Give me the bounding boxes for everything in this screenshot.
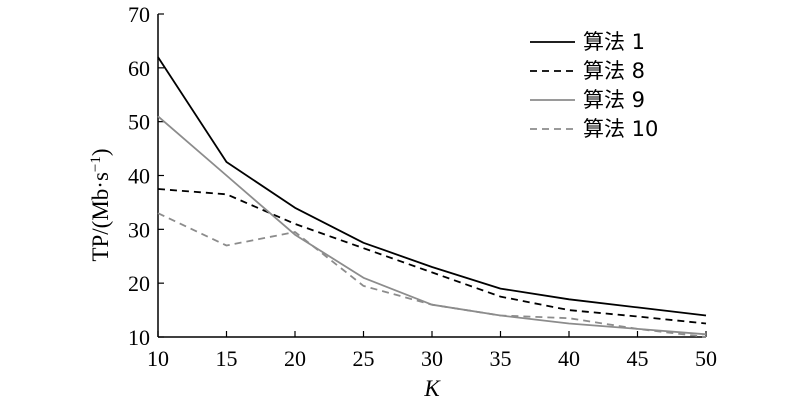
y-tick-label: 10: [128, 325, 150, 350]
legend-label-2: 算法 8: [583, 59, 645, 83]
y-tick-label: 20: [128, 271, 150, 296]
series-line-2: [157, 188, 707, 325]
x-tick-label: 50: [695, 346, 717, 371]
y-axis-label: TP/(Mb·s−1): [88, 148, 113, 261]
y-tick-label: 60: [128, 56, 150, 81]
y-ticks: 10 20 30 40 50 60 70: [128, 2, 164, 350]
x-tick-label: 35: [490, 346, 512, 371]
x-tick-label: 25: [353, 346, 375, 371]
series-line-3: [157, 115, 707, 336]
x-ticks: 10 15 20 25 30 35 40 45 50: [147, 331, 717, 371]
x-tick-label: 20: [284, 346, 306, 371]
legend-label-1: 算法 1: [583, 30, 645, 54]
legend-label-4: 算法 10: [583, 117, 658, 141]
y-tick-label: 30: [128, 217, 150, 242]
y-tick-label: 40: [128, 164, 150, 189]
x-tick-label: 40: [558, 346, 580, 371]
series-line-4: [157, 212, 707, 338]
legend-label-3: 算法 9: [583, 88, 645, 112]
series-lines: [157, 56, 707, 338]
x-tick-label: 15: [216, 346, 238, 371]
series-line-1: [157, 56, 707, 317]
x-tick-label: 45: [627, 346, 649, 371]
x-tick-label: 30: [421, 346, 443, 371]
legend: 算法 1 算法 8 算法 9 算法 10: [530, 30, 658, 141]
x-tick-label: 10: [147, 346, 169, 371]
x-axis-label: K: [423, 376, 441, 401]
y-tick-label: 50: [128, 110, 150, 135]
y-tick-label: 70: [128, 2, 150, 27]
